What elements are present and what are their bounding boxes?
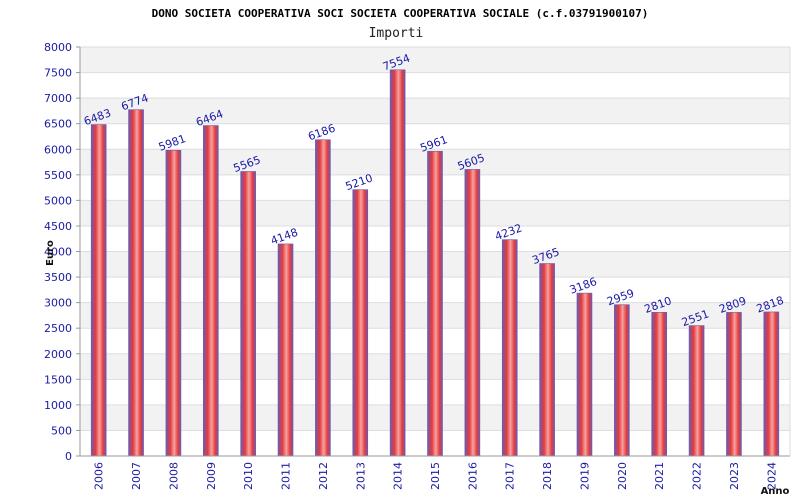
x-tick-labels: 2006 2007 2008 2009 2010 2011 2012 2013 2014 2015… [93,462,779,490]
bar-series [90,69,780,457]
x-tick-label-2011: 2011 [280,462,293,490]
y-tick-label: 5500 [44,169,72,182]
y-tick-label: 4000 [44,246,72,259]
bar-2016 [464,169,481,457]
y-tick-label: 7000 [44,92,72,105]
y-tick-label: 2500 [44,322,72,335]
x-tick-label-2023: 2023 [728,462,741,490]
bar-2010 [240,171,256,457]
bar-2018 [539,263,555,457]
y-tick-label: 3000 [44,297,72,310]
y-tick-label: 6500 [44,118,72,131]
chart-title: DONO SOCIETA COOPERATIVA SOCI SOCIETA CO… [152,7,649,20]
bar-2008 [165,149,182,457]
bar-2021 [651,312,668,457]
axes [79,47,791,457]
y-axis-label: Euro [45,240,56,266]
bar-2019 [576,292,593,457]
x-tick-label-2020: 2020 [616,462,629,490]
x-tick-label-2013: 2013 [354,462,367,490]
x-tick-label-2019: 2019 [578,462,591,490]
y-tick-label: 2000 [44,348,72,361]
y-tick-label: 4500 [44,220,72,233]
x-tick-label-2014: 2014 [392,462,405,490]
x-tick-label-2012: 2012 [317,462,330,490]
y-tick-label: 1000 [44,399,72,412]
y-tick-labels: 0 500 1000 1500 2000 2500 3000 3500 4000 4500 5000… [44,41,72,463]
bar-2007 [128,109,144,457]
bar-2024 [763,311,780,457]
x-tick-label-2015: 2015 [429,462,442,490]
x-tick-label-2016: 2016 [466,462,479,490]
y-tick-label: 8000 [44,41,72,54]
bar-2006 [90,124,107,457]
bar-2023 [726,312,742,457]
bar-2013 [352,189,369,457]
bar-2015 [427,150,443,457]
y-tick-label: 500 [51,424,72,437]
x-tick-label-2017: 2017 [504,462,517,490]
y-tick-label: 6000 [44,143,72,156]
bar-2022 [688,325,705,457]
x-tick-label-2009: 2009 [205,462,218,490]
bar-2017 [501,239,518,457]
x-tick-label-2018: 2018 [541,462,554,490]
x-tick-label-2010: 2010 [242,462,255,490]
bar-2011 [277,243,294,457]
bar-2020 [614,304,630,457]
x-tick-label-2021: 2021 [653,462,666,490]
bar-2012 [315,139,331,457]
x-tick-label-2024: 2024 [765,462,778,490]
x-tick-label-2008: 2008 [167,462,180,490]
chart-subtitle: Importi [369,26,424,41]
y-tick-label: 3500 [44,271,72,284]
y-tick-label: 5000 [44,194,72,207]
plot-band [80,47,790,73]
x-tick-label-2006: 2006 [93,462,106,490]
y-tick-label: 0 [65,450,72,463]
x-axis-label: Anno [761,486,790,497]
plot-band [80,98,790,124]
x-tick-label-2022: 2022 [691,462,704,490]
y-tick-label: 1500 [44,373,72,386]
x-tick-label-2007: 2007 [130,462,143,490]
bar-2009 [202,125,219,457]
y-tick-label: 7500 [44,67,72,80]
bar-2014 [389,69,406,457]
